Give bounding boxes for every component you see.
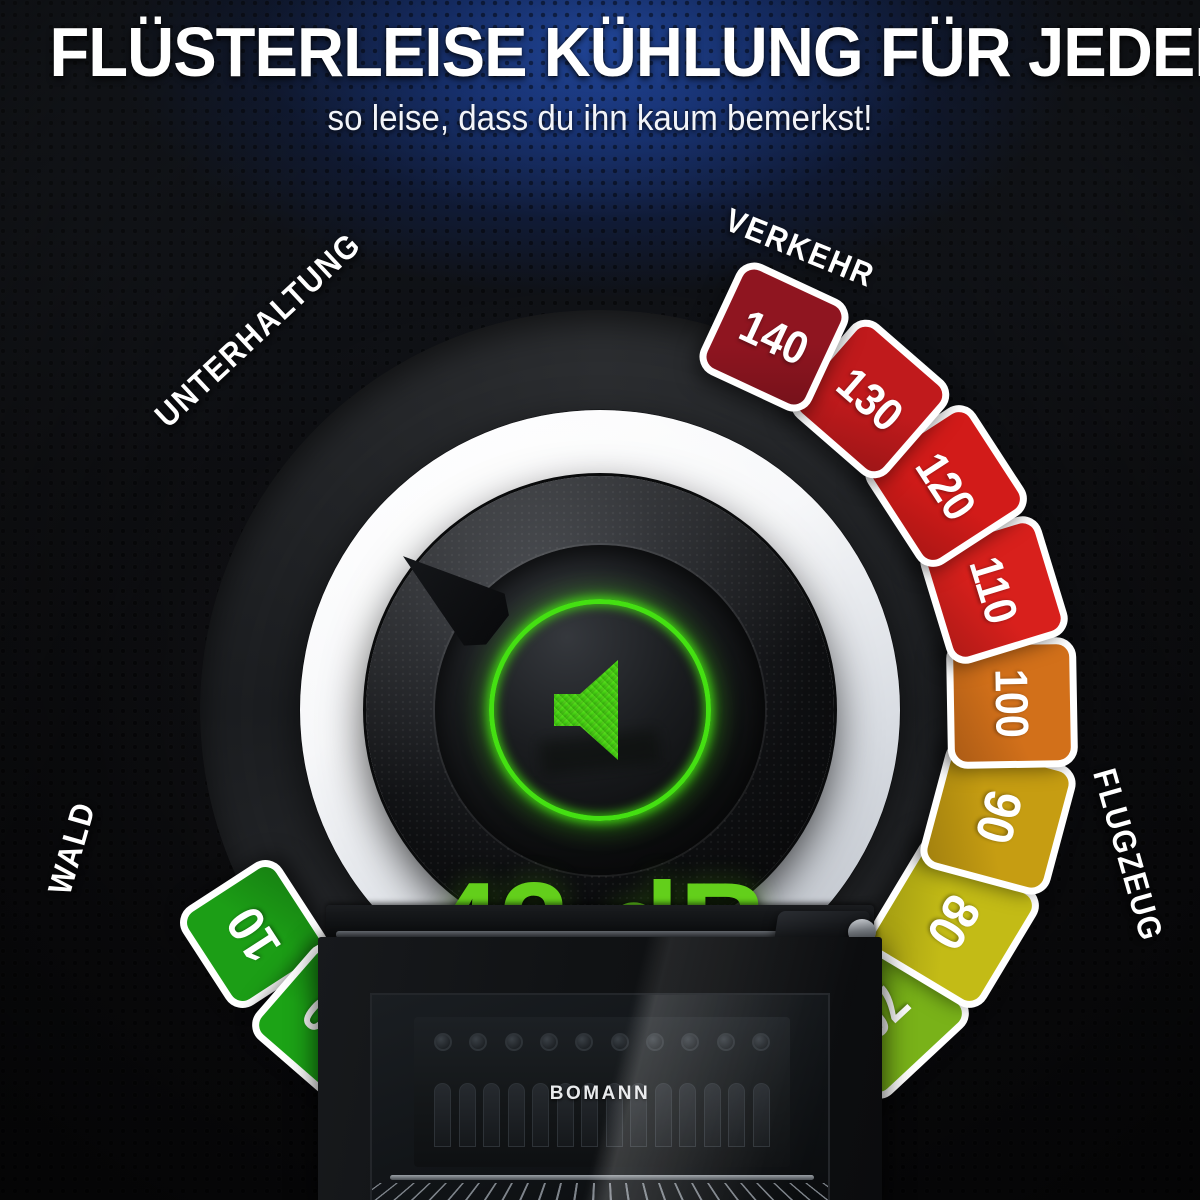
speaker-volume-icon (548, 658, 666, 762)
fridge-cooling-plate (414, 1017, 790, 1167)
page-subtitle: so leise, dass du ihn kaum bemerkst! (327, 96, 873, 138)
gauge-segment-label: 100 (985, 667, 1039, 738)
gauge-segment-label: 130 (827, 356, 914, 442)
page-title: FLÜSTERLEISE KÜHLUNG FÜR JEDEN RAUM (49, 13, 1200, 91)
gauge-segment-label: 80 (914, 884, 992, 960)
brand-logo: BOMANN (549, 1083, 651, 1104)
product-mini-fridge: 43 dB BOMANN (318, 905, 882, 1200)
green-glow-ring (489, 599, 711, 821)
gauge-segment-label: 90 (963, 783, 1033, 850)
cooling-plate-holes (434, 1031, 770, 1053)
gauge-segment-label: 140 (731, 298, 817, 375)
header-block: FLÜSTERLEISE KÜHLUNG FÜR JEDEN RAUM so l… (0, 0, 1200, 139)
gauge-segment-label: 10 (215, 896, 293, 973)
gauge-segment-label: 110 (959, 550, 1029, 630)
cooling-plate-fins (434, 1083, 770, 1147)
gauge-segment-label: 120 (904, 442, 987, 529)
fridge-shelf-bar (390, 1175, 814, 1180)
fridge-glass-door: BOMANN (370, 993, 830, 1200)
fridge-top-edge (336, 931, 864, 938)
fridge-wire-shelf (372, 1183, 828, 1200)
